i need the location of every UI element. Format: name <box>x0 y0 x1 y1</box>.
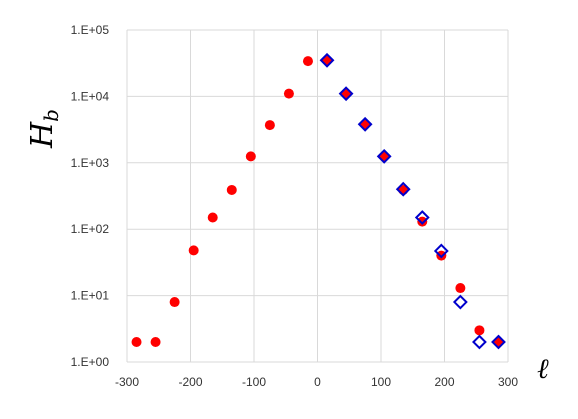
red-circle-point <box>417 216 428 227</box>
x-tick-label: 100 <box>371 375 391 389</box>
y-tick-label: 1.E+01 <box>71 289 110 303</box>
red-circle-point <box>131 337 142 348</box>
x-tick-label: 0 <box>314 375 321 389</box>
y-tick-label: 1.E+05 <box>71 23 110 37</box>
blue-diamond-point <box>338 86 354 102</box>
red-circle-point <box>150 337 161 348</box>
x-tick-label: -200 <box>178 375 202 389</box>
red-circle-point <box>455 283 466 294</box>
x-axis-label: ℓ <box>537 352 549 385</box>
blue-diamond-point <box>433 243 449 259</box>
blue-diamond-point <box>472 334 487 350</box>
data-points <box>131 52 506 350</box>
y-tick-label: 1.E+03 <box>71 156 110 170</box>
red-circle-point <box>226 184 237 195</box>
red-circle-point <box>245 151 256 162</box>
x-tick-label: 200 <box>434 375 454 389</box>
blue-diamond-point <box>357 116 373 132</box>
y-tick-label: 1.E+02 <box>71 222 110 236</box>
red-circle-point <box>188 245 199 256</box>
blue-diamond-point <box>414 210 430 225</box>
red-circle-point <box>264 120 275 131</box>
red-circle-point <box>474 325 485 336</box>
red-circle-point <box>207 212 218 223</box>
x-tick-label: 300 <box>498 375 518 389</box>
blue-diamond-point <box>491 334 506 350</box>
red-circle-point <box>283 88 294 99</box>
blue-diamond-point <box>376 148 392 164</box>
y-tick-labels: 1.E+00 1.E+01 1.E+02 1.E+03 1.E+04 1.E+05 <box>71 23 110 369</box>
red-circle-point <box>302 56 313 67</box>
red-circle-point <box>169 297 180 308</box>
y-tick-label: 1.E+00 <box>71 355 110 369</box>
y-axis-label-subscript: b <box>39 109 63 122</box>
grid-lines <box>126 29 509 363</box>
y-axis-label-main: H <box>25 121 60 149</box>
x-tick-labels: -300 -200 -100 0 100 200 300 <box>115 375 518 389</box>
blue-diamond-point <box>319 52 335 68</box>
x-tick-label: -300 <box>115 375 139 389</box>
blue-diamond-point <box>452 294 468 310</box>
y-axis-label: Hb <box>25 109 63 149</box>
blue-diamond-point <box>395 181 411 197</box>
x-tick-label: -100 <box>242 375 266 389</box>
y-tick-label: 1.E+04 <box>71 89 110 103</box>
